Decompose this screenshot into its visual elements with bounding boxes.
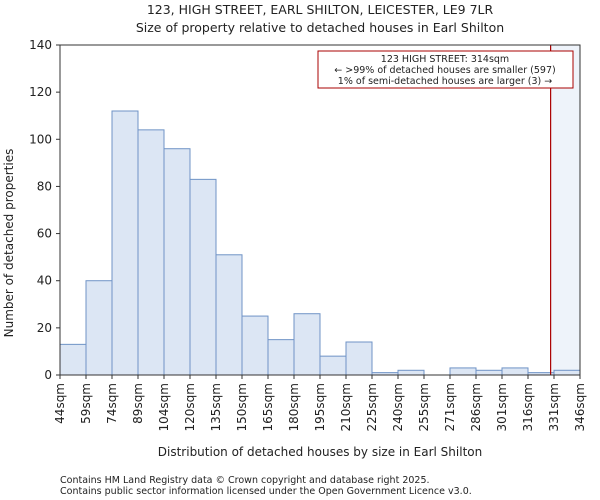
x-axis-label: Distribution of detached houses by size … — [158, 445, 482, 459]
x-tick-label-150sqm: 150sqm — [235, 383, 249, 431]
y-tick-label: 140 — [29, 38, 52, 52]
x-tick-label-74sqm: 74sqm — [105, 383, 119, 424]
bar-165sqm — [267, 339, 295, 376]
bar-240sqm — [397, 369, 425, 376]
x-tick-label-255sqm: 255sqm — [417, 383, 431, 431]
y-tick-label: 60 — [37, 227, 52, 241]
y-tick-label: 120 — [29, 85, 52, 99]
x-tick-label-180sqm: 180sqm — [287, 383, 301, 431]
bar-44sqm — [59, 343, 87, 376]
y-tick-label: 80 — [37, 179, 52, 193]
x-tick-label-135sqm: 135sqm — [209, 383, 223, 431]
bar-104sqm — [163, 148, 191, 376]
x-tick-label-104sqm: 104sqm — [157, 383, 171, 431]
annotation-box: 123 HIGH STREET: 314sqm ← >99% of detach… — [317, 50, 574, 89]
x-tick-label-210sqm: 210sqm — [339, 383, 353, 431]
highlight-region — [550, 45, 580, 375]
annotation-box-frame — [317, 50, 574, 89]
bar-150sqm — [241, 315, 269, 376]
bar-135sqm — [215, 254, 243, 376]
y-tick-label: 100 — [29, 132, 52, 146]
annotation-line-1: 123 HIGH STREET: 314sqm — [381, 54, 509, 65]
x-tick-label-89sqm: 89sqm — [131, 383, 145, 424]
y-axis-label: Number of detached properties — [2, 149, 16, 338]
bars-group — [59, 110, 581, 376]
y-tick-label: 0 — [44, 368, 52, 382]
chart-title: 123, HIGH STREET, EARL SHILTON, LEICESTE… — [147, 2, 494, 17]
bar-89sqm — [137, 129, 165, 376]
chart-subtitle: Size of property relative to detached ho… — [136, 20, 504, 35]
x-tick-label-301sqm: 301sqm — [495, 383, 509, 431]
bar-74sqm — [111, 110, 139, 376]
y-axis: 0 20 40 60 80 100 120 140 — [29, 38, 60, 382]
footer-line-1: Contains HM Land Registry data © Crown c… — [60, 475, 430, 486]
x-tick-label-316sqm: 316sqm — [521, 383, 535, 431]
x-tick-label-120sqm: 120sqm — [183, 383, 197, 431]
y-tick-label: 20 — [37, 321, 52, 335]
annotation-line-2: ← >99% of detached houses are smaller (5… — [334, 65, 555, 76]
bar-286sqm — [475, 369, 503, 376]
bar-301sqm — [501, 367, 529, 376]
bar-331sqm — [553, 369, 581, 376]
x-tick-label-286sqm: 286sqm — [469, 383, 483, 431]
x-tick-label-59sqm: 59sqm — [79, 383, 93, 424]
x-tick-label-165sqm: 165sqm — [261, 383, 275, 431]
footer-line-2: Contains public sector information licen… — [60, 486, 472, 497]
x-tick-label-271sqm: 271sqm — [443, 383, 457, 431]
bar-120sqm — [189, 178, 217, 376]
bar-180sqm — [293, 313, 321, 376]
bar-195sqm — [319, 355, 347, 376]
y-tick-label: 40 — [37, 274, 52, 288]
annotation-line-3: 1% of semi-detached houses are larger (3… — [338, 76, 552, 87]
x-tick-label-331sqm: 331sqm — [547, 383, 561, 431]
bar-210sqm — [345, 341, 373, 376]
x-tick-label-240sqm: 240sqm — [391, 383, 405, 431]
x-tick-label-225sqm: 225sqm — [365, 383, 379, 431]
x-axis: 44sqm 59sqm 74sqm 89sqm 104sqm 120sqm 135sqm 15… — [53, 375, 587, 431]
x-tick-label-44sqm: 44sqm — [53, 383, 67, 424]
x-tick-label-195sqm: 195sqm — [313, 383, 327, 431]
bar-271sqm — [449, 367, 477, 376]
bar-59sqm — [85, 280, 113, 376]
x-tick-label-346sqm: 346sqm — [573, 383, 587, 431]
